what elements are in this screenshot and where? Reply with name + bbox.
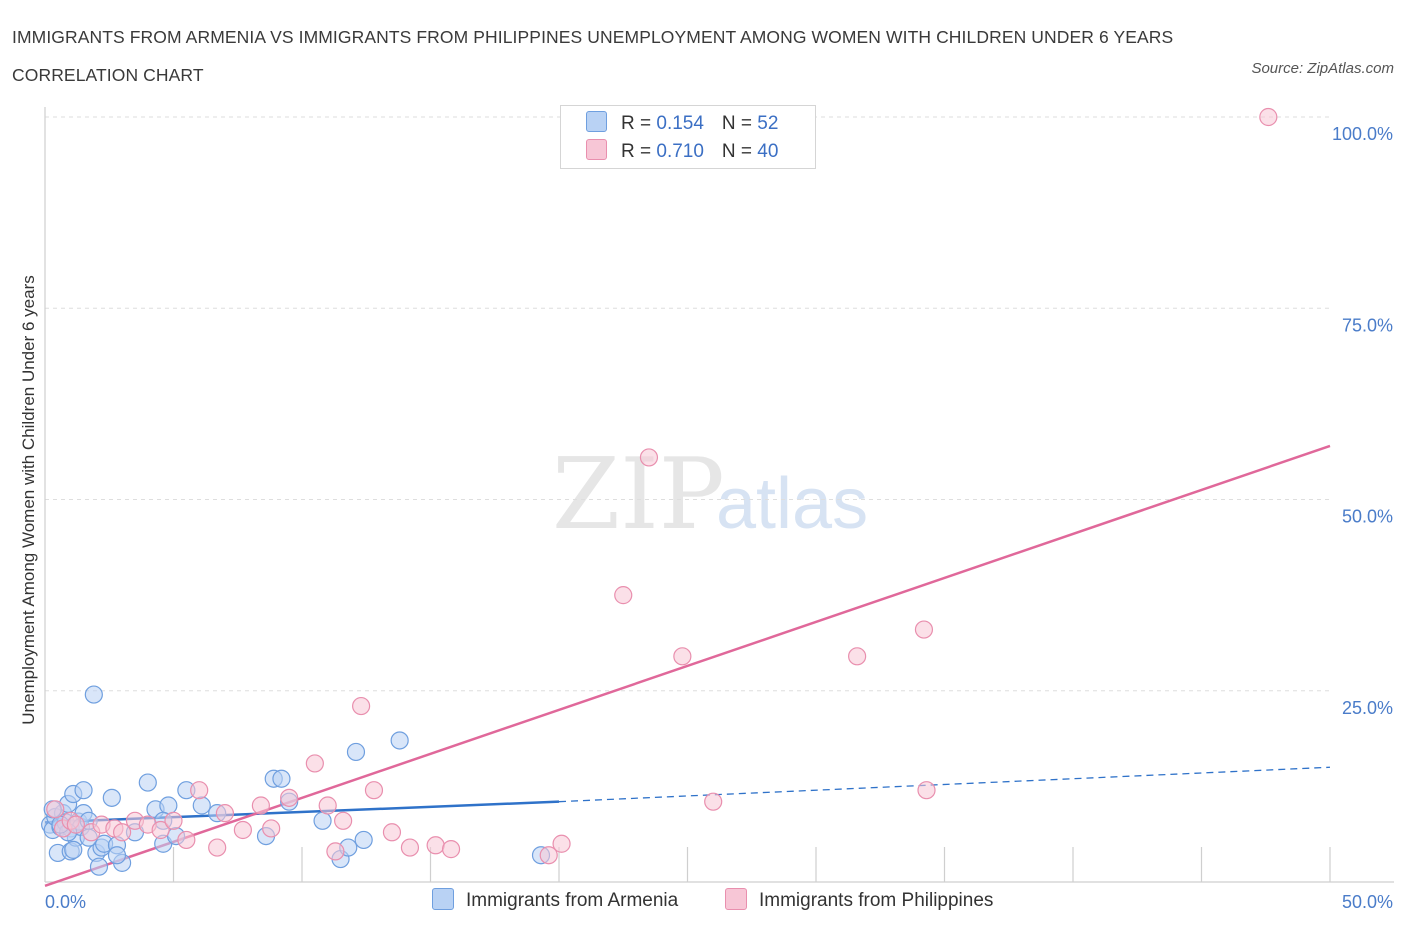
point-armenia	[390, 731, 409, 750]
point-philippines	[704, 792, 723, 811]
point-philippines	[848, 647, 867, 666]
point-philippines	[215, 804, 234, 823]
legend-r-value-armenia: 0.154	[656, 113, 704, 134]
point-philippines	[112, 823, 132, 842]
point-armenia	[84, 685, 103, 704]
point-armenia	[138, 773, 157, 792]
point-armenia	[102, 788, 121, 807]
point-philippines	[280, 788, 299, 807]
point-armenia	[64, 840, 83, 859]
x-tick-label: 50.0%	[1342, 892, 1393, 912]
point-armenia	[107, 846, 127, 865]
point-philippines	[326, 842, 345, 861]
y-tick-label: 75.0%	[1342, 315, 1393, 335]
source-label: Source: ZipAtlas.com	[1251, 60, 1394, 77]
point-philippines	[208, 838, 227, 857]
point-philippines	[190, 781, 209, 800]
trend-line-armenia-extension	[558, 766, 1331, 803]
point-philippines	[352, 696, 371, 716]
legend-row-philippines: R = 0.710 N = 40	[586, 138, 778, 166]
point-philippines	[262, 819, 281, 838]
legend: R = 0.154 N = 52 R = 0.710 N = 40	[560, 105, 816, 169]
point-philippines	[917, 781, 936, 800]
point-armenia	[159, 796, 178, 815]
x-tick-label: 0.0%	[45, 892, 86, 912]
point-armenia	[313, 811, 332, 830]
point-philippines	[539, 846, 558, 865]
y-tick-label: 25.0%	[1342, 698, 1393, 718]
point-philippines	[334, 811, 353, 830]
point-philippines	[151, 820, 170, 840]
legend-n-label: N =	[721, 141, 758, 162]
trend-line-armenia	[44, 800, 560, 824]
point-philippines	[233, 820, 252, 840]
bottom-legend-label-armenia: Immigrants from Armenia	[466, 890, 679, 911]
point-philippines	[639, 448, 659, 467]
point-philippines	[318, 796, 337, 815]
point-philippines	[441, 840, 461, 859]
point-armenia	[272, 769, 291, 788]
point-philippines	[614, 586, 633, 605]
y-tick-label: 50.0%	[1342, 507, 1393, 527]
legend-row-armenia: R = 0.154 N = 52	[586, 110, 778, 138]
point-armenia	[192, 796, 211, 815]
bottom-legend-philippines: Immigrants from Philippines	[725, 888, 993, 914]
chart-title: IMMIGRANTS FROM ARMENIA VS IMMIGRANTS FR…	[12, 27, 1174, 85]
legend-r-value-philippines: 0.710	[656, 141, 704, 162]
legend-r-label: R =	[621, 113, 657, 134]
watermark-zip: ZIP	[552, 438, 725, 552]
point-philippines	[66, 815, 85, 834]
watermark: ZIP atlas	[552, 438, 868, 552]
point-philippines	[426, 836, 445, 855]
data-points	[41, 107, 1278, 876]
y-tick-label: 100.0%	[1332, 124, 1393, 144]
point-armenia	[354, 830, 373, 850]
point-philippines	[251, 796, 270, 815]
bottom-legend-swatch-philippines	[725, 888, 747, 910]
tick-labels: 25.0% 50.0% 75.0% 100.0% 0.0% 50.0%	[45, 124, 1393, 912]
point-armenia	[74, 781, 93, 800]
point-armenia	[89, 857, 109, 876]
legend-swatch-armenia	[586, 111, 607, 132]
axes	[44, 107, 1394, 883]
legend-n-value-armenia: 52	[757, 113, 779, 134]
point-philippines	[914, 620, 934, 639]
point-philippines	[673, 647, 692, 666]
point-philippines	[552, 834, 571, 853]
bottom-legend-armenia: Immigrants from Armenia	[432, 888, 678, 914]
point-philippines	[305, 754, 324, 773]
point-armenia	[346, 742, 366, 762]
y-axis-label: Unemployment Among Women with Children U…	[19, 275, 38, 724]
bottom-legend-swatch-armenia	[432, 888, 454, 910]
legend-n-label: N =	[721, 113, 758, 134]
point-philippines	[382, 823, 402, 842]
point-philippines	[364, 781, 384, 800]
legend-n-value-philippines: 40	[757, 141, 779, 162]
point-philippines	[1259, 107, 1278, 127]
watermark-atlas: atlas	[716, 464, 868, 544]
point-philippines	[46, 800, 65, 819]
point-philippines	[400, 838, 420, 857]
legend-r-label: R =	[621, 141, 657, 162]
point-philippines	[177, 830, 196, 850]
grid-lines	[45, 116, 1330, 692]
bottom-legend-label-philippines: Immigrants from Philippines	[759, 890, 994, 911]
point-philippines	[164, 811, 183, 830]
legend-swatch-philippines	[586, 139, 607, 160]
